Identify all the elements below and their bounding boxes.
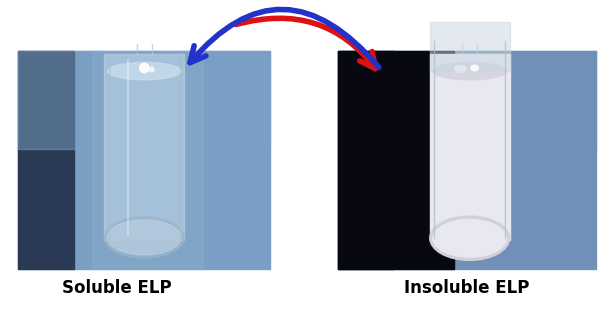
Text: Insoluble ELP: Insoluble ELP: [404, 279, 529, 297]
Ellipse shape: [471, 65, 478, 71]
Ellipse shape: [107, 63, 181, 80]
Bar: [18, 51, 270, 149]
Bar: [338, 51, 596, 149]
Bar: [18, 51, 74, 269]
Bar: [18, 51, 270, 269]
Bar: [338, 51, 454, 269]
Ellipse shape: [430, 216, 510, 260]
Ellipse shape: [149, 67, 154, 72]
Ellipse shape: [433, 63, 507, 80]
Bar: [104, 54, 184, 240]
Ellipse shape: [140, 63, 149, 73]
Bar: [430, 54, 510, 240]
Ellipse shape: [433, 219, 507, 257]
Ellipse shape: [455, 65, 466, 72]
Bar: [92, 51, 203, 269]
Bar: [338, 51, 394, 269]
Ellipse shape: [107, 220, 181, 255]
Ellipse shape: [104, 217, 184, 258]
Text: Soluble ELP: Soluble ELP: [62, 279, 171, 297]
Bar: [338, 51, 596, 269]
Bar: [430, 22, 510, 71]
